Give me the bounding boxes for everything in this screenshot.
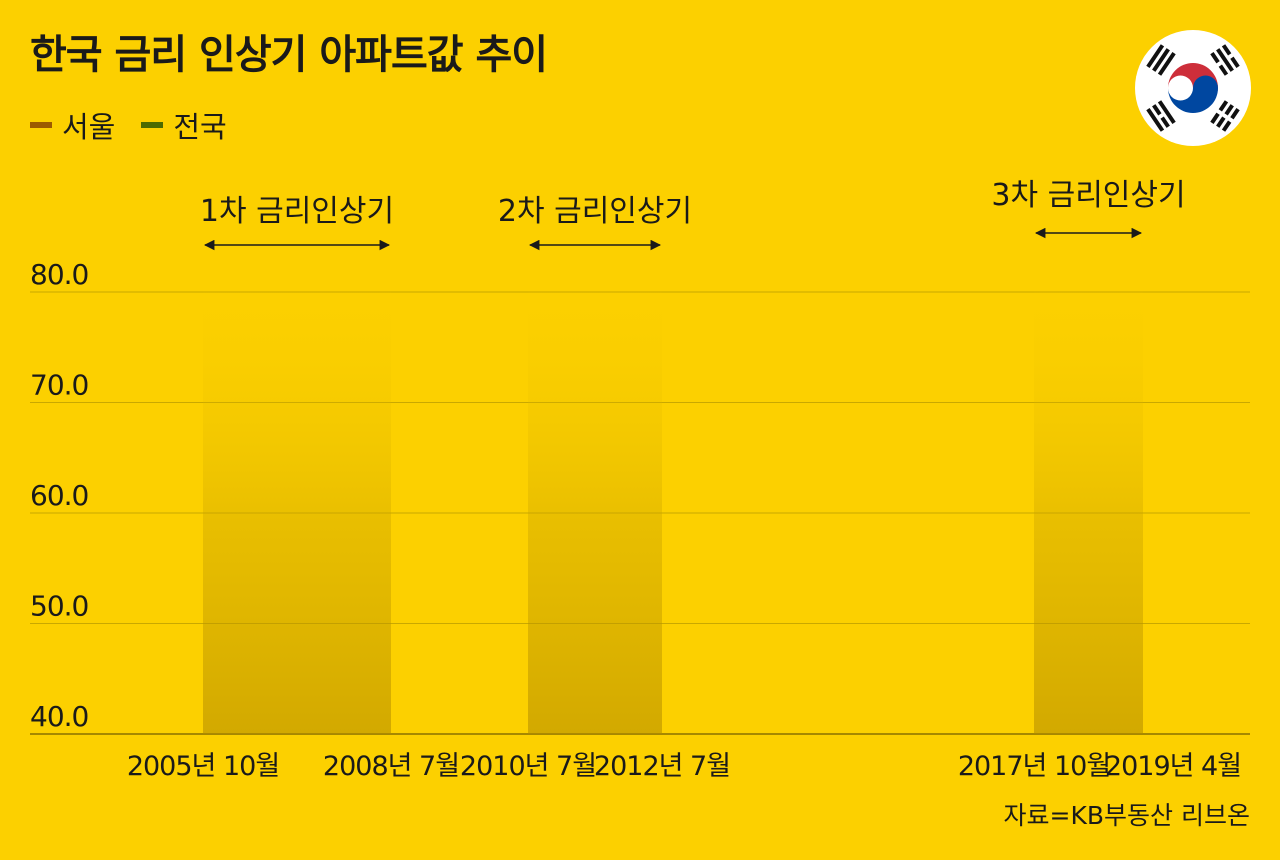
legend-swatch-national	[141, 122, 164, 128]
legend-item-seoul: 서울	[30, 104, 115, 146]
x-tick-label: 2005년 10월	[127, 751, 279, 782]
flag-trigrams	[1146, 44, 1240, 132]
y-axis-ticks: 40.0 50.0 60.0 70.0 80.0	[30, 258, 89, 733]
x-tick-label: 2019년 4월	[1105, 751, 1241, 782]
period-band-3	[1034, 270, 1143, 734]
legend-label-seoul: 서울	[62, 110, 116, 144]
x-tick-label: 2010년 7월	[460, 751, 596, 782]
y-tick-label: 70.0	[30, 369, 88, 402]
legend-label-national: 전국	[173, 110, 227, 144]
y-tick-label: 40.0	[30, 700, 88, 733]
x-tick-label: 2008년 7월	[323, 751, 459, 782]
y-tick-label: 80.0	[30, 258, 88, 291]
korea-flag-icon	[1135, 30, 1251, 146]
period-bands	[203, 270, 1143, 734]
period-band-1	[203, 270, 391, 734]
period-label-1: 1차 금리인상기	[200, 194, 394, 229]
y-tick-label: 50.0	[30, 590, 88, 623]
taegeuk-symbol	[1168, 63, 1218, 113]
chart-title: 한국 금리 인상기 아파트값 추이	[30, 32, 548, 78]
legend-item-national: 전국	[141, 104, 227, 146]
x-tick-label: 2017년 10월	[958, 751, 1110, 782]
period-label-3: 3차 금리인상기	[991, 178, 1185, 213]
y-tick-label: 60.0	[30, 479, 88, 512]
period-band-2	[528, 270, 662, 734]
legend: 서울 전국	[30, 104, 227, 146]
source-note: 자료=KB부동산 리브온	[1003, 801, 1250, 830]
legend-swatch-seoul	[30, 122, 52, 128]
period-annotations: 1차 금리인상기 2차 금리인상기 3차 금리인상기	[200, 178, 1186, 251]
period-label-2: 2차 금리인상기	[498, 194, 692, 229]
x-tick-label: 2012년 7월	[594, 751, 730, 782]
